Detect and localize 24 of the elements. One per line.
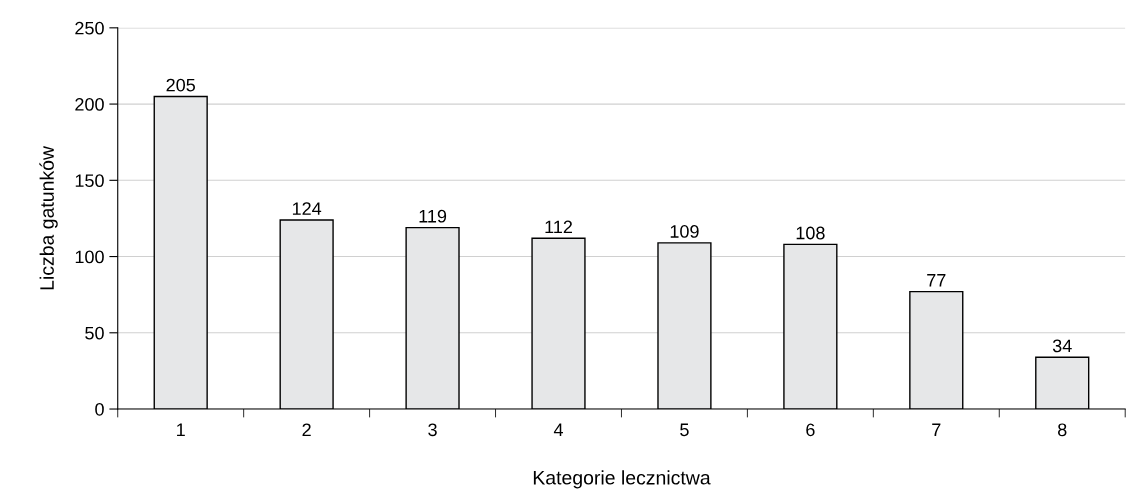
data-label: 112 — [545, 220, 572, 234]
data-label: 119 — [419, 209, 447, 223]
data-label: 34 — [1052, 339, 1072, 353]
x-tick-label: 7 — [932, 423, 941, 436]
x-tick-label: 2 — [302, 423, 311, 436]
data-label: 124 — [292, 202, 322, 215]
data-label: 205 — [166, 78, 195, 92]
y-tick-label: 0 — [95, 402, 104, 416]
y-tick-label: 200 — [75, 98, 104, 111]
data-label: 77 — [927, 274, 946, 287]
y-tick-label: 50 — [85, 326, 104, 340]
y-tick-label: 100 — [75, 250, 104, 264]
x-tick-label: 3 — [428, 423, 437, 437]
data-label: 109 — [670, 225, 699, 238]
x-tick-label: 4 — [553, 423, 563, 436]
x-tick-label: 1 — [177, 423, 185, 436]
x-tick-label: 6 — [806, 423, 815, 437]
y-tick-label: 150 — [75, 174, 104, 188]
x-axis-title: Kategorie lecznictwa — [533, 470, 711, 489]
y-tick-label: 250 — [75, 21, 104, 35]
x-tick-label: 8 — [1058, 423, 1067, 437]
data-label: 108 — [796, 226, 825, 240]
y-axis-title: Liczba gatunków — [39, 145, 58, 290]
x-tick-label: 5 — [680, 423, 689, 437]
